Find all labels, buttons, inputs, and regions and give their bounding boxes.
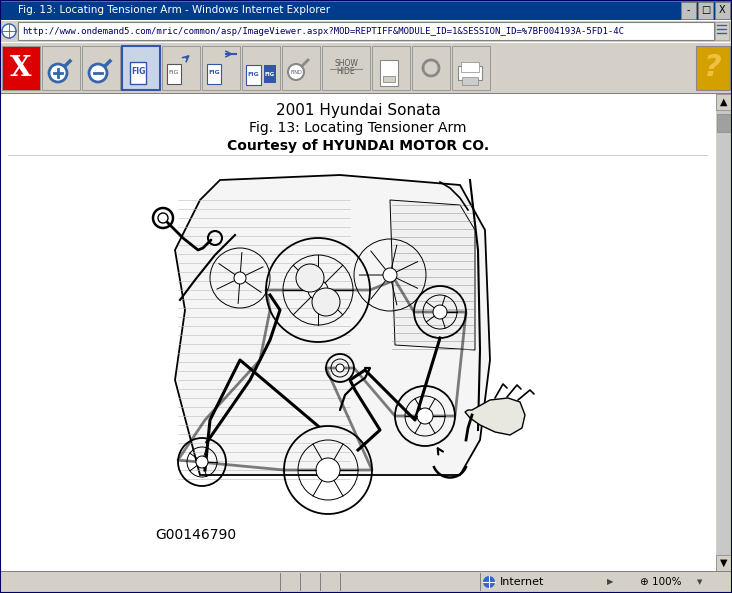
Text: http://www.ondemand5.com/mric/common/asp/ImageViewer.aspx?MOD=REPTIFF&MODULE_ID=: http://www.ondemand5.com/mric/common/asp… xyxy=(22,27,624,36)
Bar xyxy=(0,93,732,94)
Text: G00146790: G00146790 xyxy=(155,528,236,542)
Bar xyxy=(698,2,713,19)
Text: FIG: FIG xyxy=(247,72,259,76)
Text: FIG: FIG xyxy=(265,72,275,76)
Circle shape xyxy=(296,264,324,292)
Bar xyxy=(82,46,120,90)
Bar xyxy=(322,46,370,90)
Bar xyxy=(716,94,732,110)
Bar xyxy=(2,46,40,90)
Text: FIG: FIG xyxy=(169,71,179,75)
Bar xyxy=(0,20,732,42)
Bar xyxy=(681,2,696,19)
Circle shape xyxy=(336,364,344,372)
Text: -: - xyxy=(687,5,690,15)
Bar xyxy=(462,77,478,85)
Text: SHOW: SHOW xyxy=(334,59,358,68)
Bar xyxy=(715,22,729,40)
Bar xyxy=(264,65,276,83)
Bar xyxy=(18,22,714,40)
Circle shape xyxy=(483,576,495,588)
Text: 2001 Hyundai Sonata: 2001 Hyundai Sonata xyxy=(275,103,441,117)
Text: ▼: ▼ xyxy=(698,579,703,585)
Bar xyxy=(0,20,732,21)
Text: ?: ? xyxy=(704,53,722,82)
Bar xyxy=(340,573,341,591)
Text: FIND: FIND xyxy=(290,69,302,75)
Bar xyxy=(0,571,732,593)
Bar xyxy=(716,555,732,571)
Bar xyxy=(320,573,321,591)
Bar xyxy=(715,2,730,19)
Circle shape xyxy=(433,305,447,319)
Bar xyxy=(372,46,410,90)
Circle shape xyxy=(89,64,107,82)
Bar xyxy=(480,573,481,591)
Bar xyxy=(246,65,261,85)
Text: □: □ xyxy=(701,5,710,15)
Bar xyxy=(167,64,181,84)
Bar xyxy=(42,46,80,90)
Polygon shape xyxy=(465,398,525,435)
Bar xyxy=(122,46,160,90)
Bar xyxy=(716,570,732,571)
Circle shape xyxy=(312,288,340,316)
Circle shape xyxy=(316,458,340,482)
Circle shape xyxy=(158,213,168,223)
Bar xyxy=(717,110,731,555)
Bar xyxy=(242,46,280,90)
Text: Courtesy of HYUNDAI MOTOR CO.: Courtesy of HYUNDAI MOTOR CO. xyxy=(227,139,489,153)
Text: Fig. 13: Locating Tensioner Arm - Windows Internet Explorer: Fig. 13: Locating Tensioner Arm - Window… xyxy=(18,5,330,15)
Text: ▶: ▶ xyxy=(607,578,613,586)
Text: HIDE: HIDE xyxy=(337,68,355,76)
Text: ⊕ 100%: ⊕ 100% xyxy=(640,577,681,587)
Bar xyxy=(0,0,732,20)
Circle shape xyxy=(383,268,397,282)
Circle shape xyxy=(417,408,433,424)
Circle shape xyxy=(49,64,67,82)
Bar xyxy=(207,64,221,84)
Bar xyxy=(0,42,732,94)
Bar xyxy=(130,62,146,84)
Text: FIG: FIG xyxy=(131,68,145,76)
Polygon shape xyxy=(175,175,490,475)
Bar xyxy=(280,573,281,591)
Bar xyxy=(0,571,732,572)
Bar xyxy=(458,66,482,80)
Text: FIG: FIG xyxy=(208,71,220,75)
Text: X: X xyxy=(10,55,31,81)
Polygon shape xyxy=(390,200,475,350)
Circle shape xyxy=(2,24,16,38)
Bar xyxy=(8,155,708,156)
Bar xyxy=(162,46,200,90)
Text: Fig. 13: Locating Tensioner Arm: Fig. 13: Locating Tensioner Arm xyxy=(250,121,467,135)
Bar xyxy=(0,94,716,571)
Circle shape xyxy=(288,64,304,80)
Bar xyxy=(202,46,240,90)
Bar xyxy=(452,46,490,90)
Bar xyxy=(300,573,301,591)
Bar xyxy=(461,62,479,72)
Text: X: X xyxy=(719,5,726,15)
Bar xyxy=(0,0,732,2)
Circle shape xyxy=(308,280,328,300)
Bar xyxy=(282,46,320,90)
Bar xyxy=(696,46,730,90)
Text: ▲: ▲ xyxy=(720,97,728,107)
Bar xyxy=(0,42,732,43)
Bar xyxy=(380,60,398,86)
Bar xyxy=(716,94,732,571)
Text: ▼: ▼ xyxy=(720,558,728,568)
Text: Internet: Internet xyxy=(500,577,545,587)
Circle shape xyxy=(196,456,208,468)
Bar xyxy=(412,46,450,90)
Bar xyxy=(383,76,395,82)
Bar xyxy=(717,114,731,132)
Circle shape xyxy=(234,272,246,284)
